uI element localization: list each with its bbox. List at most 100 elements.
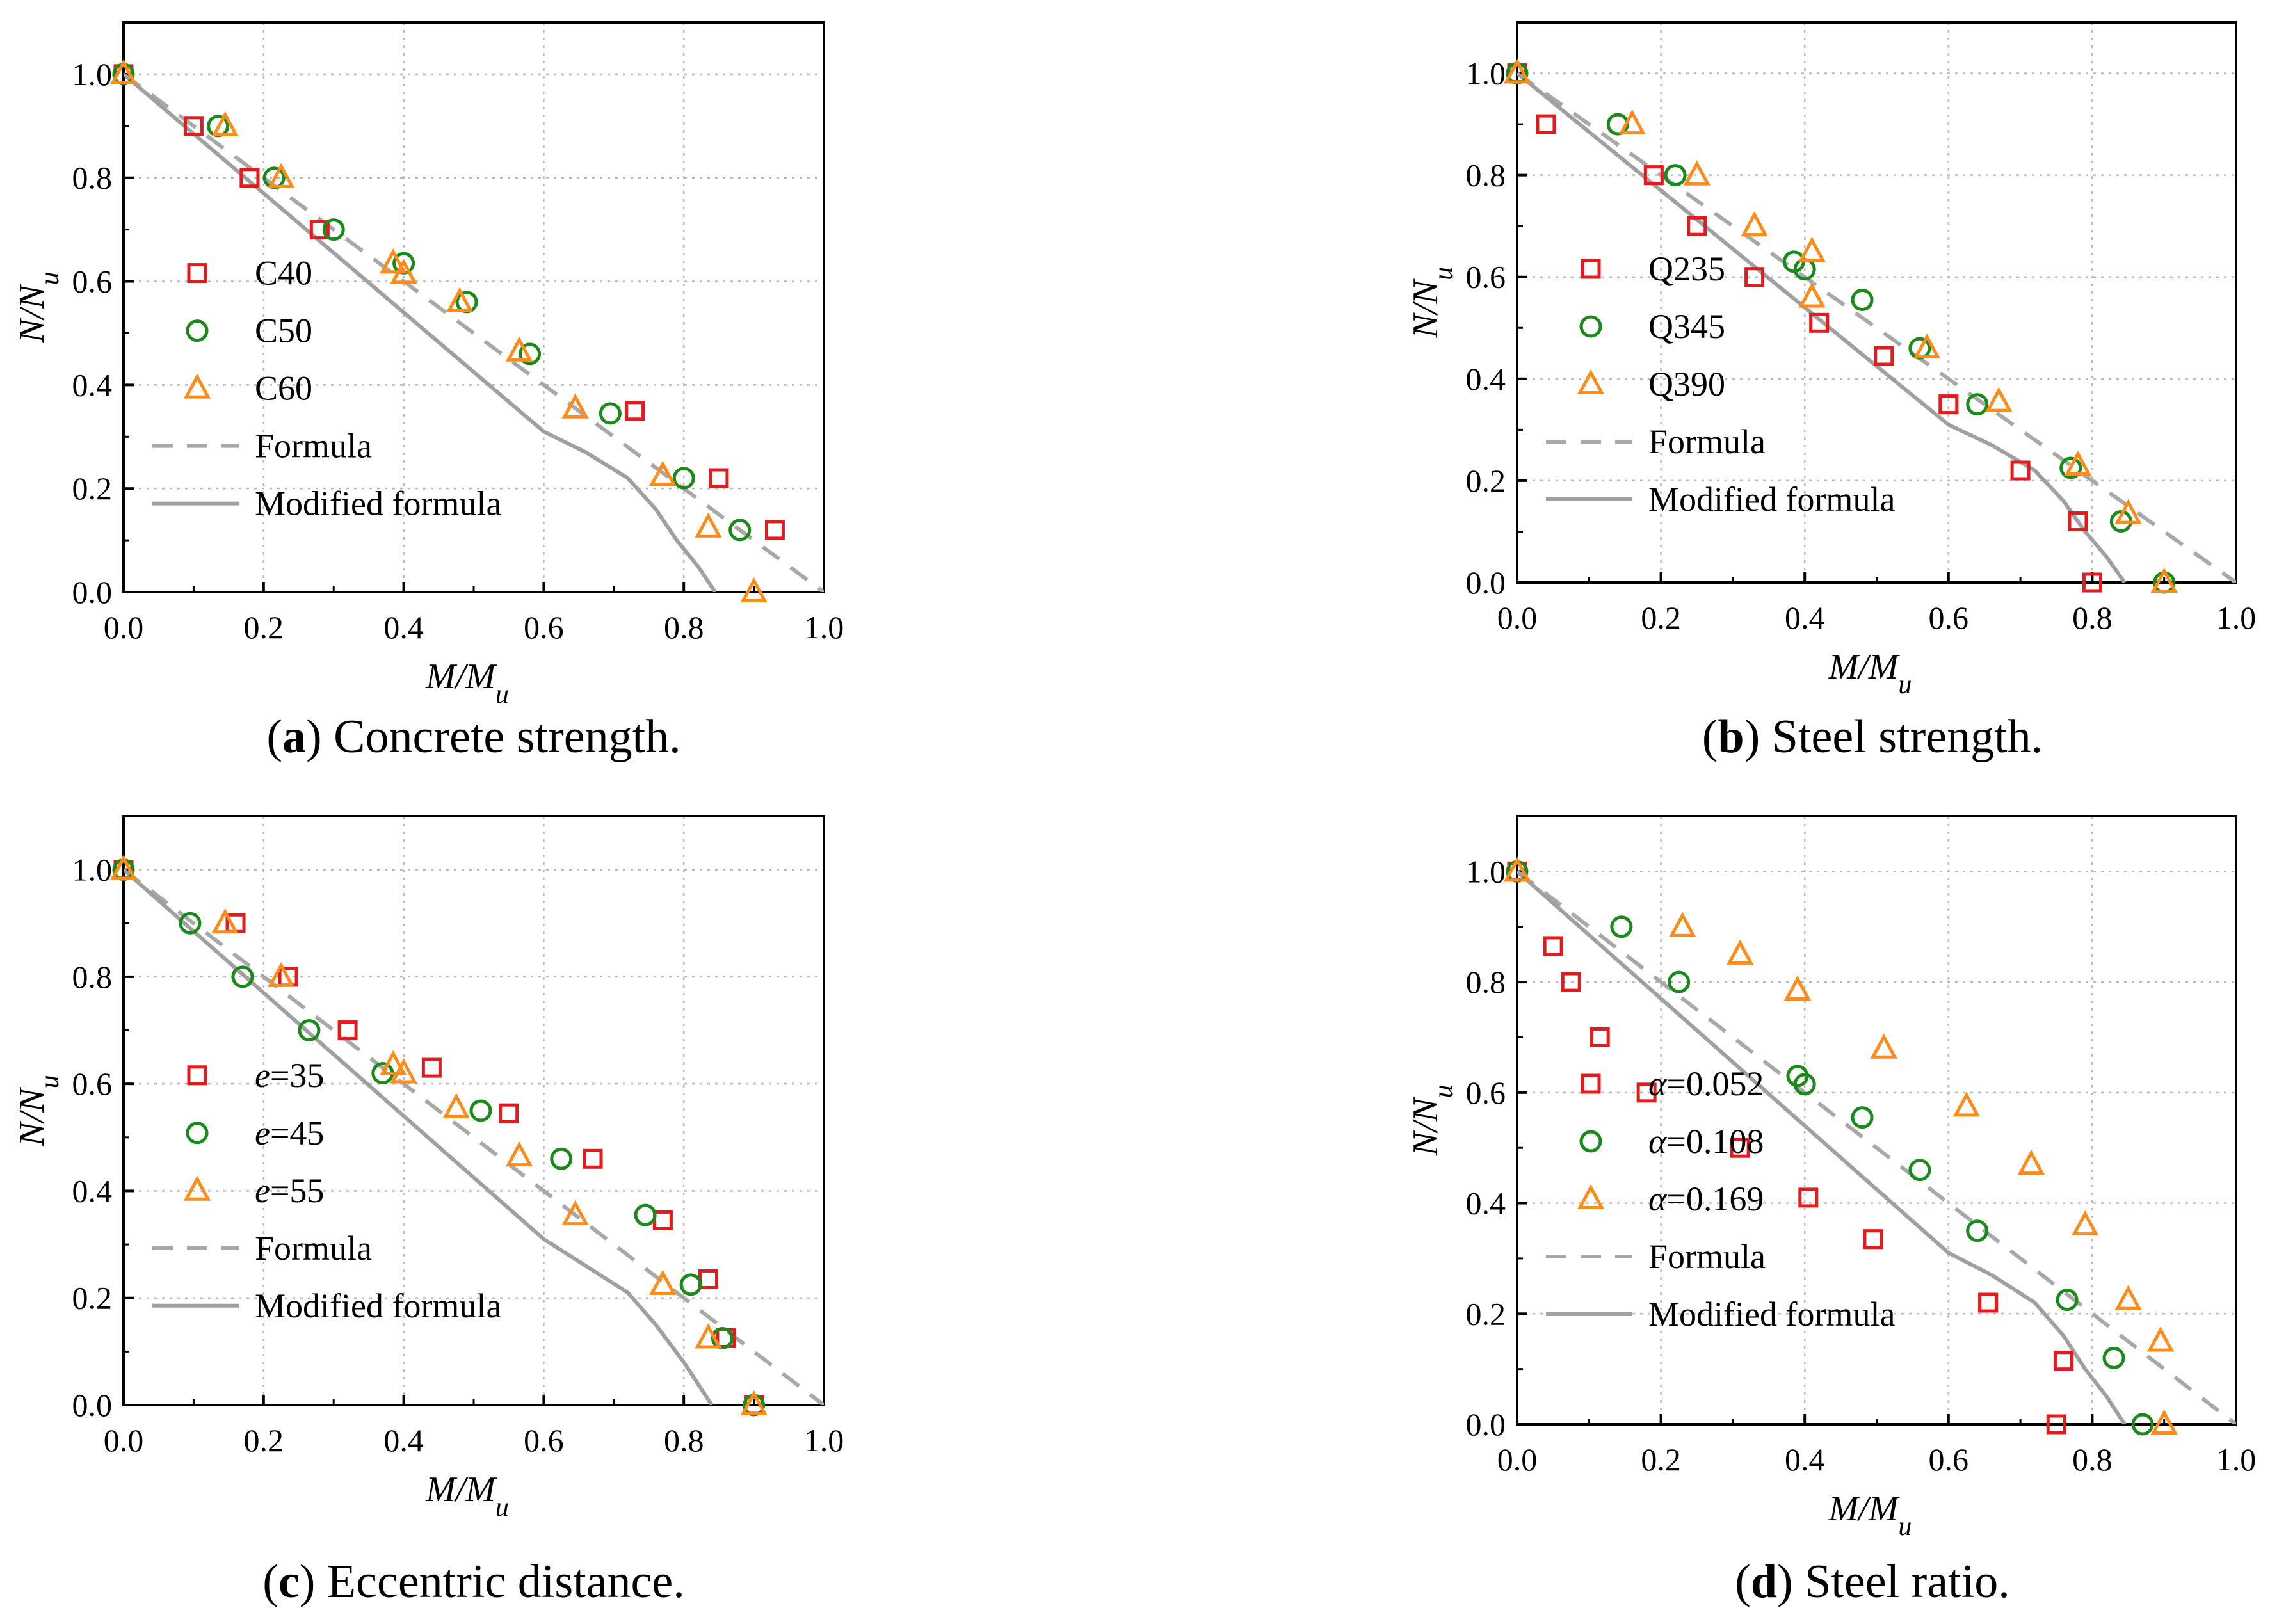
data-point-triangle [1952,1091,1981,1117]
panel-b: 0.00.0 0.2 0.2 0.4 0.4 0.6 0.6 0.8 0.8 1.0 1.0 M/Mu… [1406,21,2256,763]
x-tick-label: 0.0 [104,609,144,645]
data-point-triangle [561,1200,589,1226]
x-tick-label: 0.4 [1785,1442,1825,1477]
y-tick-label: 0.6 [72,264,113,300]
panel-caption: (b) Steel strength. [1702,711,2043,763]
data-point-triangle [2071,1210,2099,1236]
data-point-triangle [446,287,474,312]
data-point-circle [322,218,345,241]
x-tick-label: 0.8 [2072,1442,2113,1477]
panel-a: 0.00.0 0.2 0.2 0.4 0.4 0.6 0.6 0.8 0.8 1.0 1.0 M/Mu… [12,21,844,763]
x-axis-label: M/Mu [425,1470,509,1522]
x-tick-label: 0.6 [524,1422,564,1458]
legend-label: Q390 [1648,365,1725,403]
formula-line [1517,72,2236,583]
data-point-circle [2059,456,2082,479]
data-point-square [1590,1027,1610,1047]
legend-label: Q345 [1648,307,1725,346]
series-2 [112,858,766,1417]
data-point-circle [634,1203,657,1226]
data-point-square [652,1210,673,1230]
legend-label: Formula [255,427,372,465]
data-point-circle [231,965,254,988]
y-axis-label: N/Nu [1406,1084,1458,1156]
data-point-triangle [1741,211,1768,237]
data-point-square [183,116,204,136]
data-point-square [1561,972,1581,992]
legend-label: Modified formula [255,1287,501,1325]
y-tick-label: 0.8 [72,959,113,995]
data-point-triangle [267,961,295,987]
data-point-triangle [695,512,722,538]
data-point-triangle [211,111,239,136]
y-axis-label-sub: u [1429,267,1458,280]
legend-marker [1581,259,1601,279]
y-tick-label: 0.6 [72,1066,113,1102]
legend-marker [1581,1073,1601,1094]
y-tick-label: 0.8 [72,160,113,196]
y-tick-label: 0.8 [1466,964,1506,1000]
panel-caption: (a) Concrete strength. [266,711,680,763]
y-axis-label-sub: u [35,271,65,285]
legend-label-rest: =35 [270,1056,324,1095]
legend-label-rest: =55 [270,1171,324,1210]
curves [1517,869,2236,1424]
data-point-circle [1851,289,1874,312]
panel-caption: (d) Steel ratio. [1735,1556,2010,1608]
x-tick-label: 0.6 [1929,600,1969,636]
data-point-circle [469,1099,492,1122]
caption-letter: c [278,1556,300,1608]
legend-label-rest: =0.052 [1666,1065,1764,1103]
legend-label: C40 [255,254,312,293]
legend-label-rest: =0.169 [1666,1180,1764,1218]
formula-line [124,868,824,1405]
data-point-square [421,1057,442,1078]
data-point-square [1687,216,1707,236]
data-point-circle [599,402,622,425]
data-point-triangle [505,1141,533,1167]
legend-label: α=0.108 [1648,1122,1764,1161]
legend-marker [187,263,207,284]
legend-label-rest: =0.108 [1666,1122,1764,1161]
data-point-square [309,220,330,240]
data-point-triangle [1870,1033,1897,1059]
modified-formula-line [124,72,717,592]
data-point-circle [672,467,695,490]
data-point-square [1643,165,1664,186]
y-tick-label: 0.4 [72,1173,113,1209]
data-point-triangle [1913,333,1941,359]
data-point-triangle [1669,912,1696,937]
formula-line [1517,869,2236,1424]
data-point-triangle [1683,160,1711,186]
data-point-circle [1851,1106,1874,1129]
data-point-triangle [1798,236,1826,262]
data-point-triangle [379,248,407,274]
data-point-square [1536,114,1556,134]
data-point-square [764,520,785,540]
x-tick-label: 0.0 [104,1422,144,1458]
data-point-triangle [561,393,589,419]
data-point-circle [1793,1073,1816,1096]
data-point-triangle [649,1269,677,1295]
data-point-triangle [2017,1149,2045,1175]
legend-label-rest: =45 [270,1114,324,1152]
formula-line [124,72,824,592]
y-tick-label: 0.8 [1466,157,1506,193]
data-point-square [1636,1082,1657,1103]
data-point-circle [179,912,202,935]
x-tick-label: 1.0 [2216,1442,2257,1477]
x-tick-label: 0.4 [383,1422,424,1458]
series-3 [109,59,768,602]
x-axis-label-sub: u [495,1493,509,1522]
y-tick-label: 0.0 [72,1387,113,1423]
modified-formula-line [1517,72,2127,583]
panel-c: 0.00.0 0.2 0.2 0.4 0.4 0.6 0.6 0.8 0.8 1.0 1.0 M/Mu… [12,815,844,1608]
legend-marker [187,1065,207,1086]
data-point-square [1744,267,1765,287]
data-point-triangle [1726,939,1754,965]
x-tick-label: 0.2 [244,609,284,645]
legend-label: Formula [255,1229,372,1267]
legend-label: α=0.052 [1648,1065,1764,1103]
y-axis-label-sub: u [35,1075,65,1088]
